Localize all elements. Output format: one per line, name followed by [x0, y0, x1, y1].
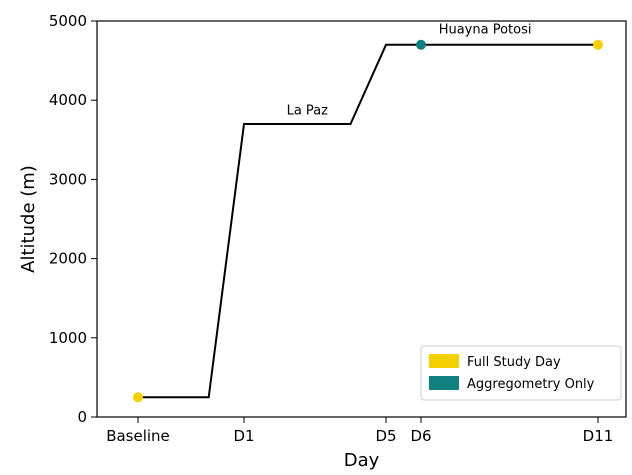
y-tick-label: 2000	[49, 250, 87, 268]
x-tick-label: Baseline	[106, 427, 170, 445]
data-point-marker	[593, 39, 603, 50]
x-tick-label: D11	[583, 427, 614, 445]
data-point-marker	[416, 39, 426, 50]
y-tick-label: 1000	[49, 329, 87, 347]
legend-swatch	[429, 376, 459, 390]
x-axis-title: Day	[344, 450, 380, 471]
y-tick-label: 5000	[49, 12, 87, 30]
x-tick-label: D6	[410, 427, 431, 445]
y-axis-title: Altitude (m)	[18, 165, 39, 273]
plot-frame	[96, 20, 627, 418]
y-tick-label: 0	[77, 408, 87, 426]
legend-label: Full Study Day	[467, 355, 561, 370]
location-annotation: Huayna Potosi	[439, 23, 532, 38]
x-tick-label: D5	[375, 427, 396, 445]
y-tick-label: 4000	[49, 91, 87, 109]
legend-box	[420, 345, 622, 401]
altitude-line	[138, 43, 598, 399]
data-point-marker	[133, 392, 143, 403]
location-annotation: La Paz	[287, 104, 329, 119]
legend-swatch	[429, 354, 459, 368]
x-tick-label: D1	[233, 427, 254, 445]
legend-label: Aggregometry Only	[467, 377, 595, 392]
y-tick-label: 3000	[49, 170, 87, 188]
